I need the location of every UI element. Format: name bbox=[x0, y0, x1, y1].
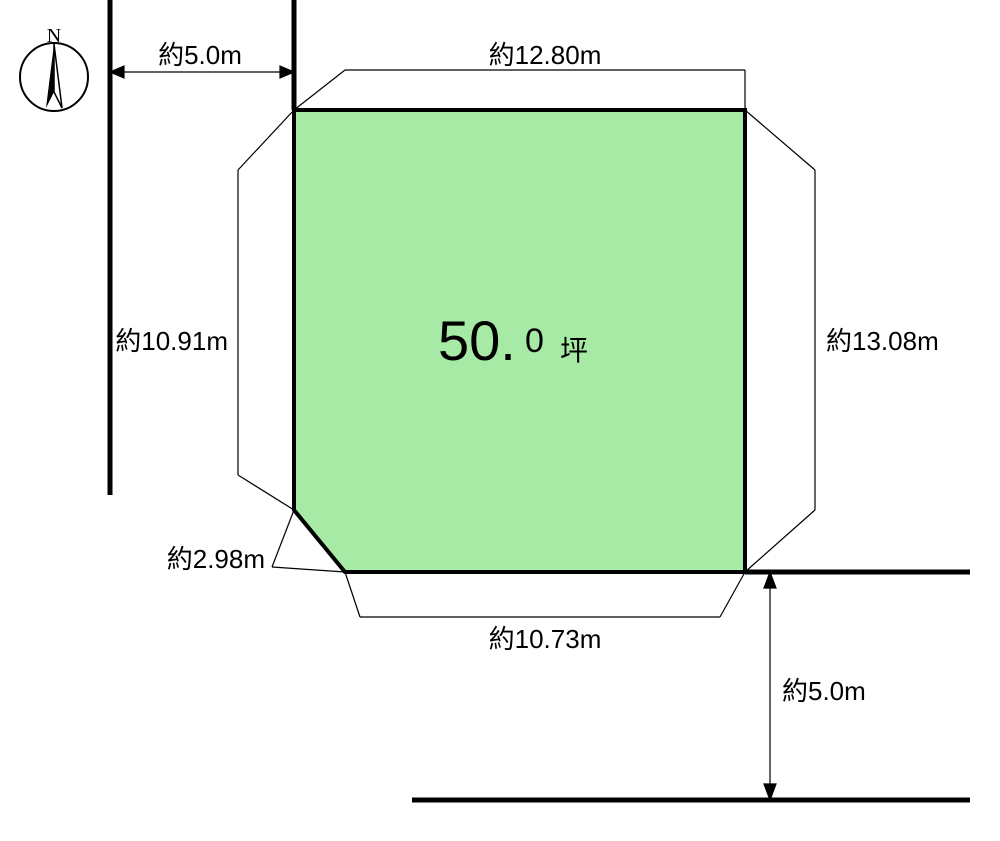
dim-road-left: 約5.0m bbox=[158, 40, 242, 70]
area-sub: 0 bbox=[525, 322, 544, 360]
dim-left: 約10.91m bbox=[115, 326, 228, 356]
compass-icon: N bbox=[20, 25, 88, 111]
lot-polygon bbox=[294, 110, 745, 572]
dim-road-right: 約5.0m bbox=[782, 676, 866, 706]
area-unit: 坪 bbox=[560, 335, 588, 366]
compass-letter: N bbox=[47, 25, 61, 47]
dim-bottom: 約10.73m bbox=[489, 624, 602, 654]
dim-corner: 約2.98m bbox=[167, 544, 265, 574]
area-main: 50. bbox=[438, 309, 516, 372]
lot-diagram: N 約5.0m 約12.80m 約13.08 bbox=[0, 0, 1000, 841]
dim-top: 約12.80m bbox=[489, 40, 602, 70]
dim-right: 約13.08m bbox=[826, 326, 939, 356]
